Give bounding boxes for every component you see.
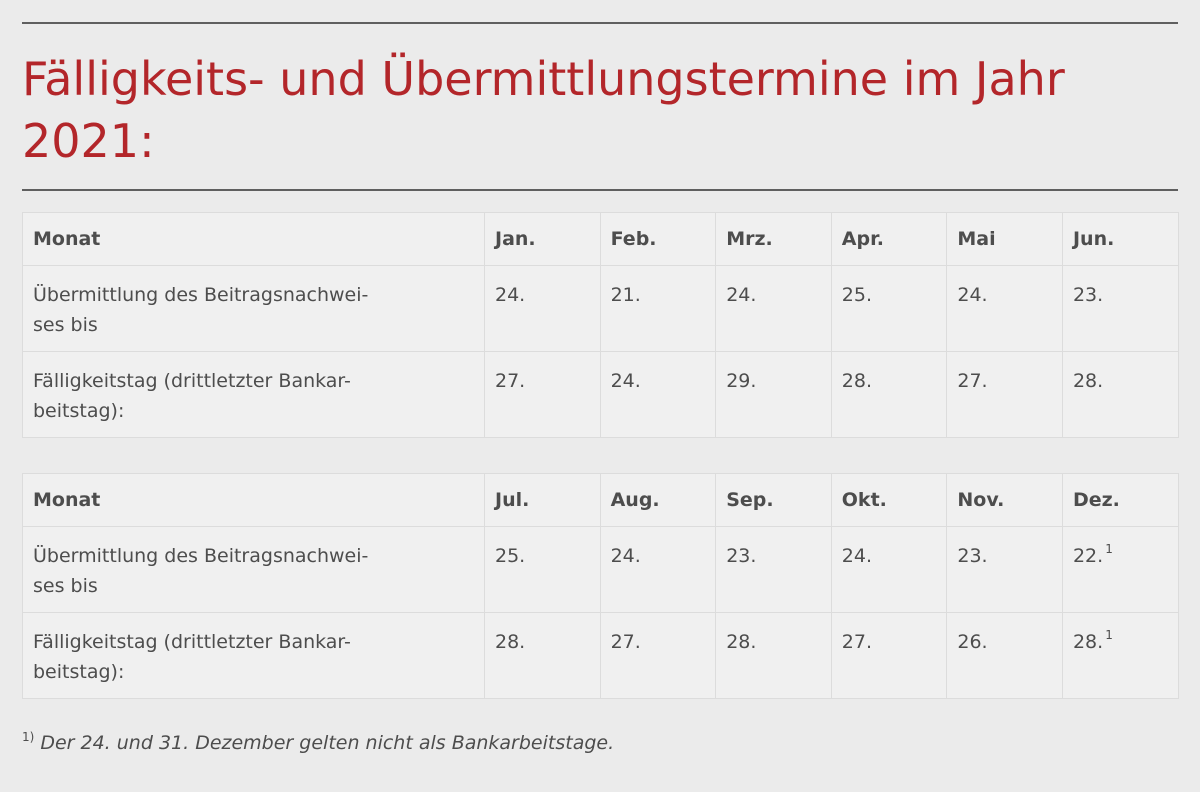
date-value: 26. — [957, 631, 988, 653]
date-cell: 23. — [715, 526, 832, 613]
header-cell-month-label: Monat — [22, 212, 485, 266]
date-value: 23. — [957, 545, 988, 567]
footnote-ref: 1 — [1105, 541, 1113, 556]
date-value: 27. — [957, 370, 988, 392]
header-cell-month: Apr. — [830, 212, 948, 266]
date-value: 25. — [841, 284, 872, 306]
date-value: 25. — [495, 545, 526, 567]
footnote-mark: 1) — [22, 730, 35, 744]
date-value: 28. — [1072, 631, 1104, 653]
header-cell-month: Mai — [946, 212, 1063, 266]
header-cell-month: Mrz. — [715, 212, 832, 266]
date-cell: 22. 1 — [1061, 526, 1179, 613]
table-row-due-date: Fälligkeitstag (drittletzter Bankar-beit… — [22, 351, 1179, 438]
date-cell: 28. 1 — [1061, 612, 1179, 699]
date-value: 24. — [726, 284, 757, 306]
date-value: 24. — [495, 284, 526, 306]
row-label-line: Fälligkeitstag (drittletzter Bankar- — [33, 370, 351, 392]
date-value: 29. — [726, 370, 757, 392]
title-rule — [22, 189, 1178, 191]
date-value: 24. — [841, 545, 872, 567]
row-label: Übermittlung des Beitragsnachwei-ses bis — [22, 265, 485, 352]
page-title: Fälligkeits- und Übermittlungstermine im… — [22, 52, 1065, 168]
date-value: 28. — [726, 631, 757, 653]
date-cell: 27. — [946, 351, 1063, 438]
table-header-row: Monat Jan. Feb. Mrz. Apr. Mai Jun. — [22, 212, 1179, 266]
date-value: 22. — [1072, 545, 1104, 567]
date-cell: 28. — [1061, 351, 1179, 438]
header-cell-month: Feb. — [599, 212, 717, 266]
date-value: 27. — [841, 631, 872, 653]
date-cell: 23. — [1061, 265, 1179, 352]
date-cell: 21. — [599, 265, 717, 352]
table-row-due-date: Fälligkeitstag (drittletzter Bankar-beit… — [22, 612, 1179, 699]
row-label-line: Übermittlung des Beitragsnachwei- — [33, 545, 369, 567]
row-label-line: Übermittlung des Beitragsnachwei- — [33, 284, 369, 306]
date-value: 21. — [610, 284, 641, 306]
date-value: 23. — [726, 545, 757, 567]
schedule-table-first-half: Monat Jan. Feb. Mrz. Apr. Mai Jun. Überm… — [22, 212, 1179, 438]
header-cell-month: Okt. — [830, 473, 948, 527]
schedule-table-second-half: Monat Jul. Aug. Sep. Okt. Nov. Dez. Über… — [22, 473, 1179, 699]
row-label-line: beitstag): — [33, 400, 125, 422]
footnote: 1) Der 24. und 31. Dezember gelten nicht … — [22, 730, 1178, 754]
date-cell: 27. — [599, 612, 717, 699]
date-cell: 24. — [599, 526, 717, 613]
date-cell: 28. — [715, 612, 832, 699]
row-label-line: Fälligkeitstag (drittletzter Bankar- — [33, 631, 351, 653]
header-cell-month: Nov. — [946, 473, 1063, 527]
date-cell: 24. — [830, 526, 948, 613]
date-value: 28. — [1072, 370, 1104, 392]
date-cell: 28. — [484, 612, 601, 699]
table-row-submission: Übermittlung des Beitragsnachwei-ses bis… — [22, 526, 1179, 613]
header-cell-month: Jan. — [484, 212, 601, 266]
date-value: 24. — [610, 545, 641, 567]
date-cell: 24. — [715, 265, 832, 352]
date-cell: 29. — [715, 351, 832, 438]
row-label: Fälligkeitstag (drittletzter Bankar-beit… — [22, 351, 485, 438]
date-cell: 25. — [830, 265, 948, 352]
row-label-line: ses bis — [33, 314, 98, 336]
row-label: Übermittlung des Beitragsnachwei-ses bis — [22, 526, 485, 613]
header-cell-month: Sep. — [715, 473, 832, 527]
footnote-text: Der 24. und 31. Dezember gelten nicht al… — [40, 732, 615, 754]
header-cell-month: Aug. — [599, 473, 717, 527]
row-label: Fälligkeitstag (drittletzter Bankar-beit… — [22, 612, 485, 699]
date-cell: 24. — [484, 265, 601, 352]
header-cell-month: Jun. — [1061, 212, 1179, 266]
row-label-line: beitstag): — [33, 661, 125, 683]
date-cell: 24. — [946, 265, 1063, 352]
date-cell: 27. — [830, 612, 948, 699]
date-cell: 23. — [946, 526, 1063, 613]
date-value: 23. — [1072, 284, 1104, 306]
date-value: 28. — [841, 370, 872, 392]
date-cell: 25. — [484, 526, 601, 613]
header-cell-month: Dez. — [1061, 473, 1179, 527]
date-value: 24. — [957, 284, 988, 306]
date-value: 28. — [495, 631, 526, 653]
table-row-submission: Übermittlung des Beitragsnachwei-ses bis… — [22, 265, 1179, 352]
date-value: 27. — [495, 370, 526, 392]
table-header-row: Monat Jul. Aug. Sep. Okt. Nov. Dez. — [22, 473, 1179, 527]
date-value: 24. — [610, 370, 641, 392]
date-cell: 27. — [484, 351, 601, 438]
date-cell: 26. — [946, 612, 1063, 699]
top-rule — [22, 22, 1178, 24]
row-label-line: ses bis — [33, 575, 98, 597]
date-value: 27. — [610, 631, 641, 653]
header-cell-month-label: Monat — [22, 473, 485, 527]
header-cell-month: Jul. — [484, 473, 601, 527]
date-cell: 24. — [599, 351, 717, 438]
date-cell: 28. — [830, 351, 948, 438]
footnote-ref: 1 — [1105, 627, 1113, 642]
